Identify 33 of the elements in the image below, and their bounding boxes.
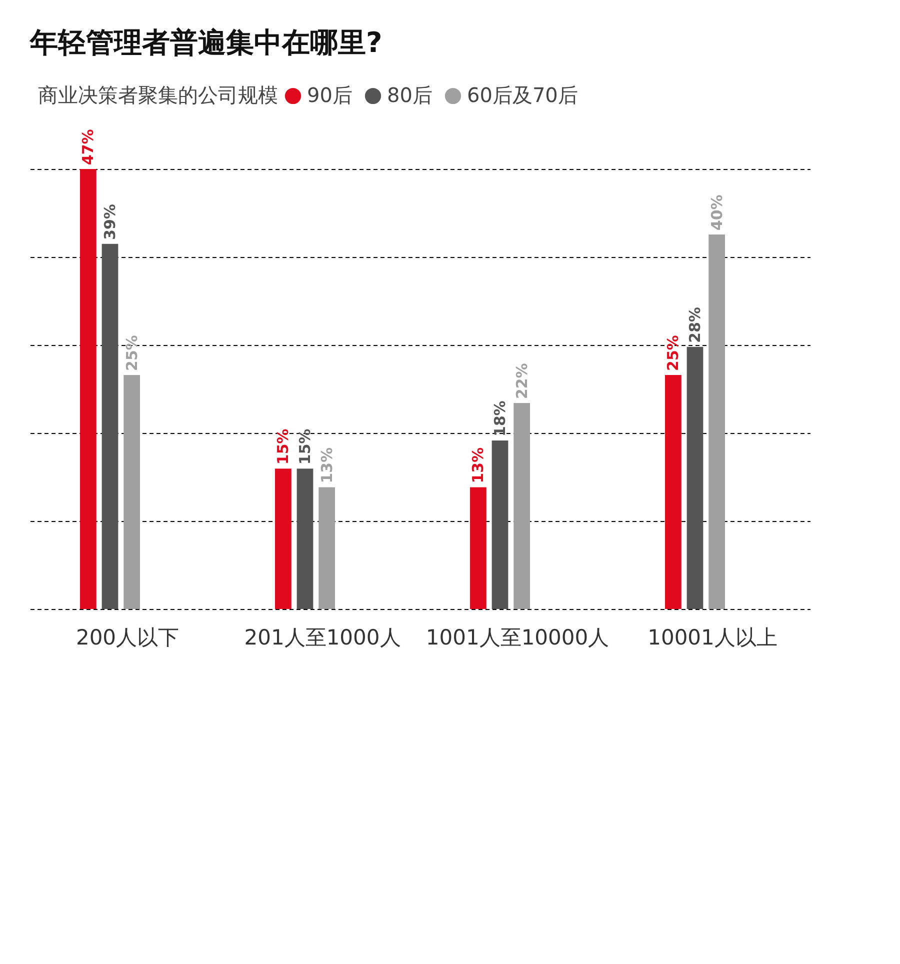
- bar: [708, 234, 725, 609]
- bar: [102, 244, 118, 609]
- bar: [296, 468, 314, 609]
- bar: [318, 487, 335, 609]
- legend-title: 商业决策者聚集的公司规模: [38, 83, 278, 107]
- chart-title: 年轻管理者普遍集中在哪里?: [29, 26, 382, 59]
- data-label: 47%: [79, 129, 98, 165]
- legend-label: 90后: [307, 83, 352, 107]
- data-label: 15%: [274, 428, 292, 465]
- legend-label: 60后及70后: [467, 83, 578, 107]
- bar: [686, 346, 704, 609]
- x-tick-label: 201人至1000人: [244, 626, 401, 650]
- bar: [514, 403, 530, 609]
- data-label: 13%: [469, 447, 488, 484]
- bar: [665, 374, 682, 609]
- data-label: 39%: [101, 204, 119, 240]
- bar: [275, 468, 292, 609]
- data-label: 25%: [664, 335, 682, 371]
- data-label: 18%: [491, 400, 509, 436]
- bar: [124, 374, 140, 609]
- data-label: 22%: [512, 363, 531, 400]
- data-label: 25%: [122, 335, 141, 371]
- x-tick-label: 1001人至10000人: [426, 626, 610, 650]
- data-label: 13%: [318, 447, 336, 484]
- bar: [470, 487, 486, 609]
- x-tick-label: 200人以下: [76, 626, 180, 650]
- data-label: 28%: [686, 306, 704, 343]
- legend-label: 80后: [387, 83, 432, 107]
- data-label: 40%: [708, 194, 726, 231]
- data-label: 15%: [296, 428, 314, 465]
- bar: [80, 169, 96, 609]
- x-tick-label: 10001人以上: [648, 626, 778, 650]
- bar: [492, 440, 508, 609]
